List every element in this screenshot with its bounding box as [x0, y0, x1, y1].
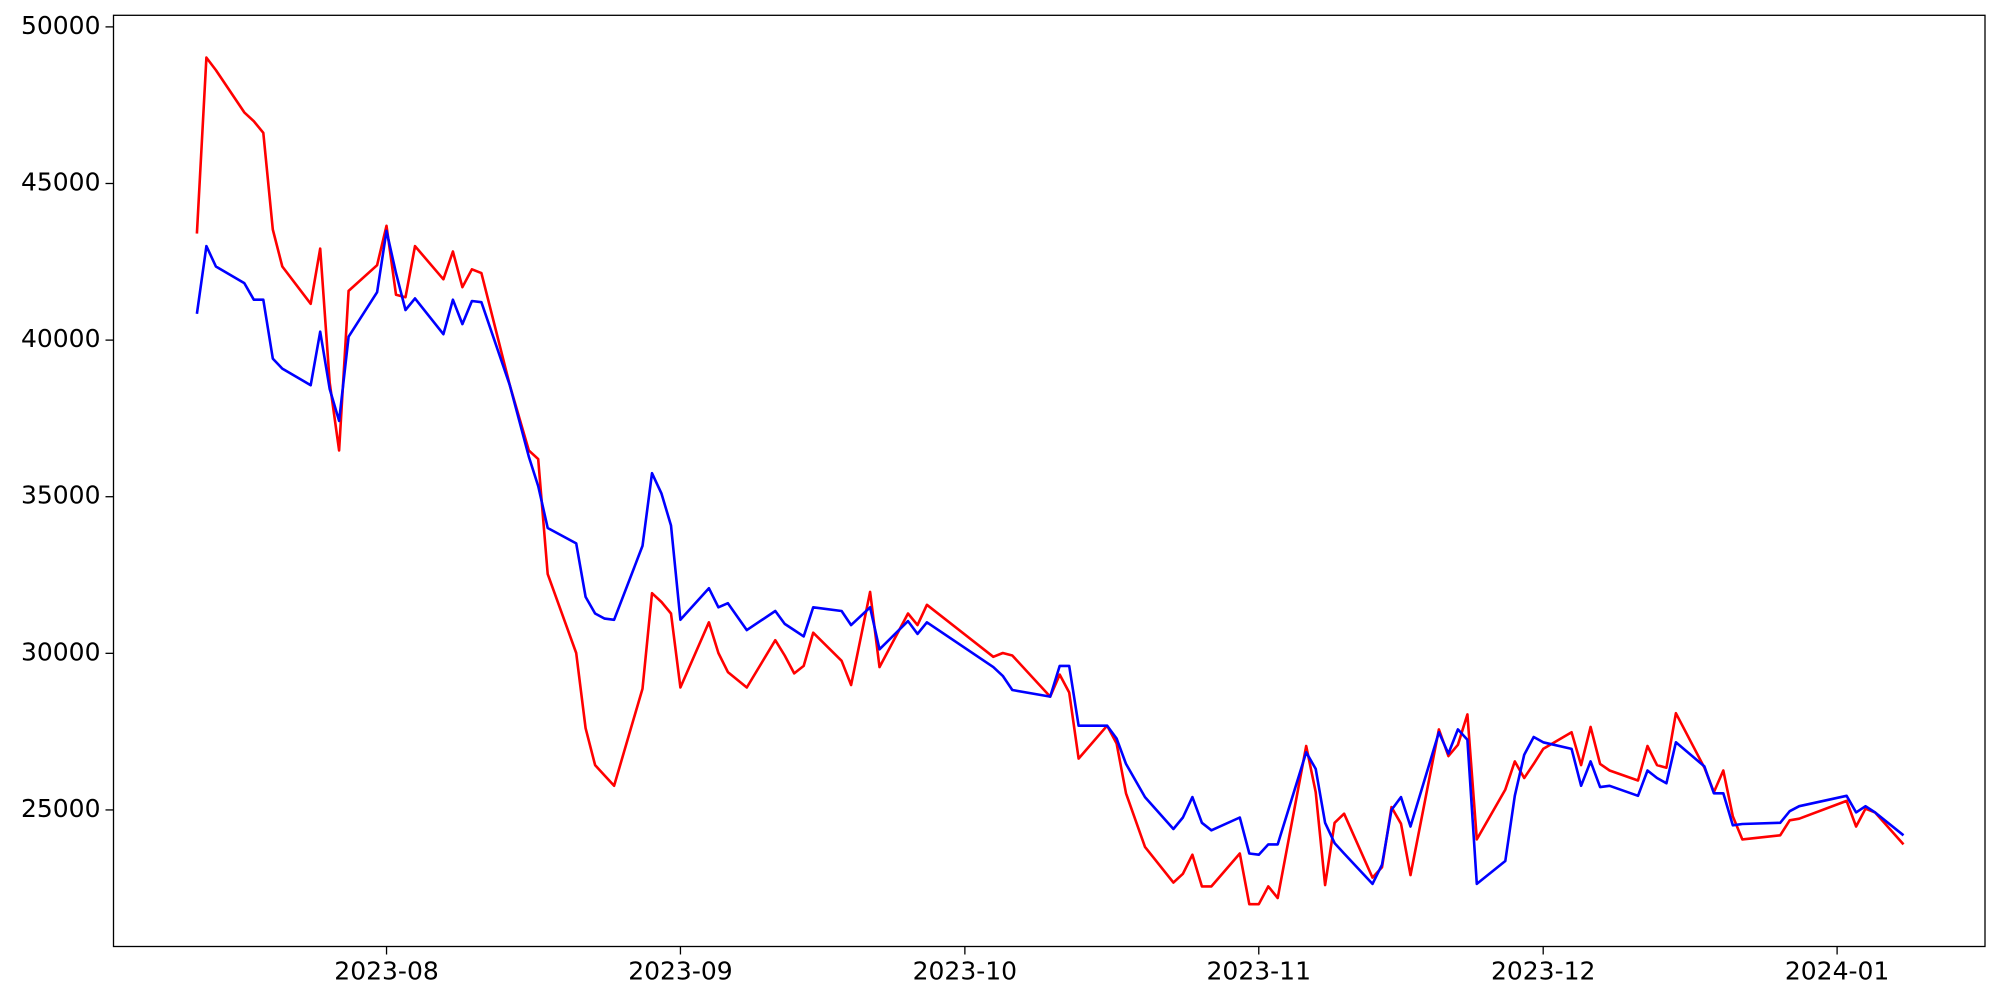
y-tick-label: 35000 [21, 481, 101, 510]
y-tick-label: 25000 [21, 794, 101, 823]
x-tick-label: 2024-01 [1785, 957, 1889, 986]
plot-frame [112, 14, 1986, 948]
series-line [195, 229, 1905, 886]
y-tick-label: 50000 [21, 11, 101, 40]
series-line [195, 56, 1905, 906]
x-tick-label: 2023-11 [1207, 957, 1311, 986]
x-tick-label: 2023-08 [334, 957, 438, 986]
x-tick-label: 2023-09 [628, 957, 732, 986]
x-tick-label: 2023-10 [913, 957, 1017, 986]
y-tick-label: 45000 [21, 167, 101, 196]
y-tick-label: 40000 [21, 324, 101, 353]
y-tick-label: 30000 [21, 637, 101, 666]
x-tick-label: 2023-12 [1491, 957, 1595, 986]
